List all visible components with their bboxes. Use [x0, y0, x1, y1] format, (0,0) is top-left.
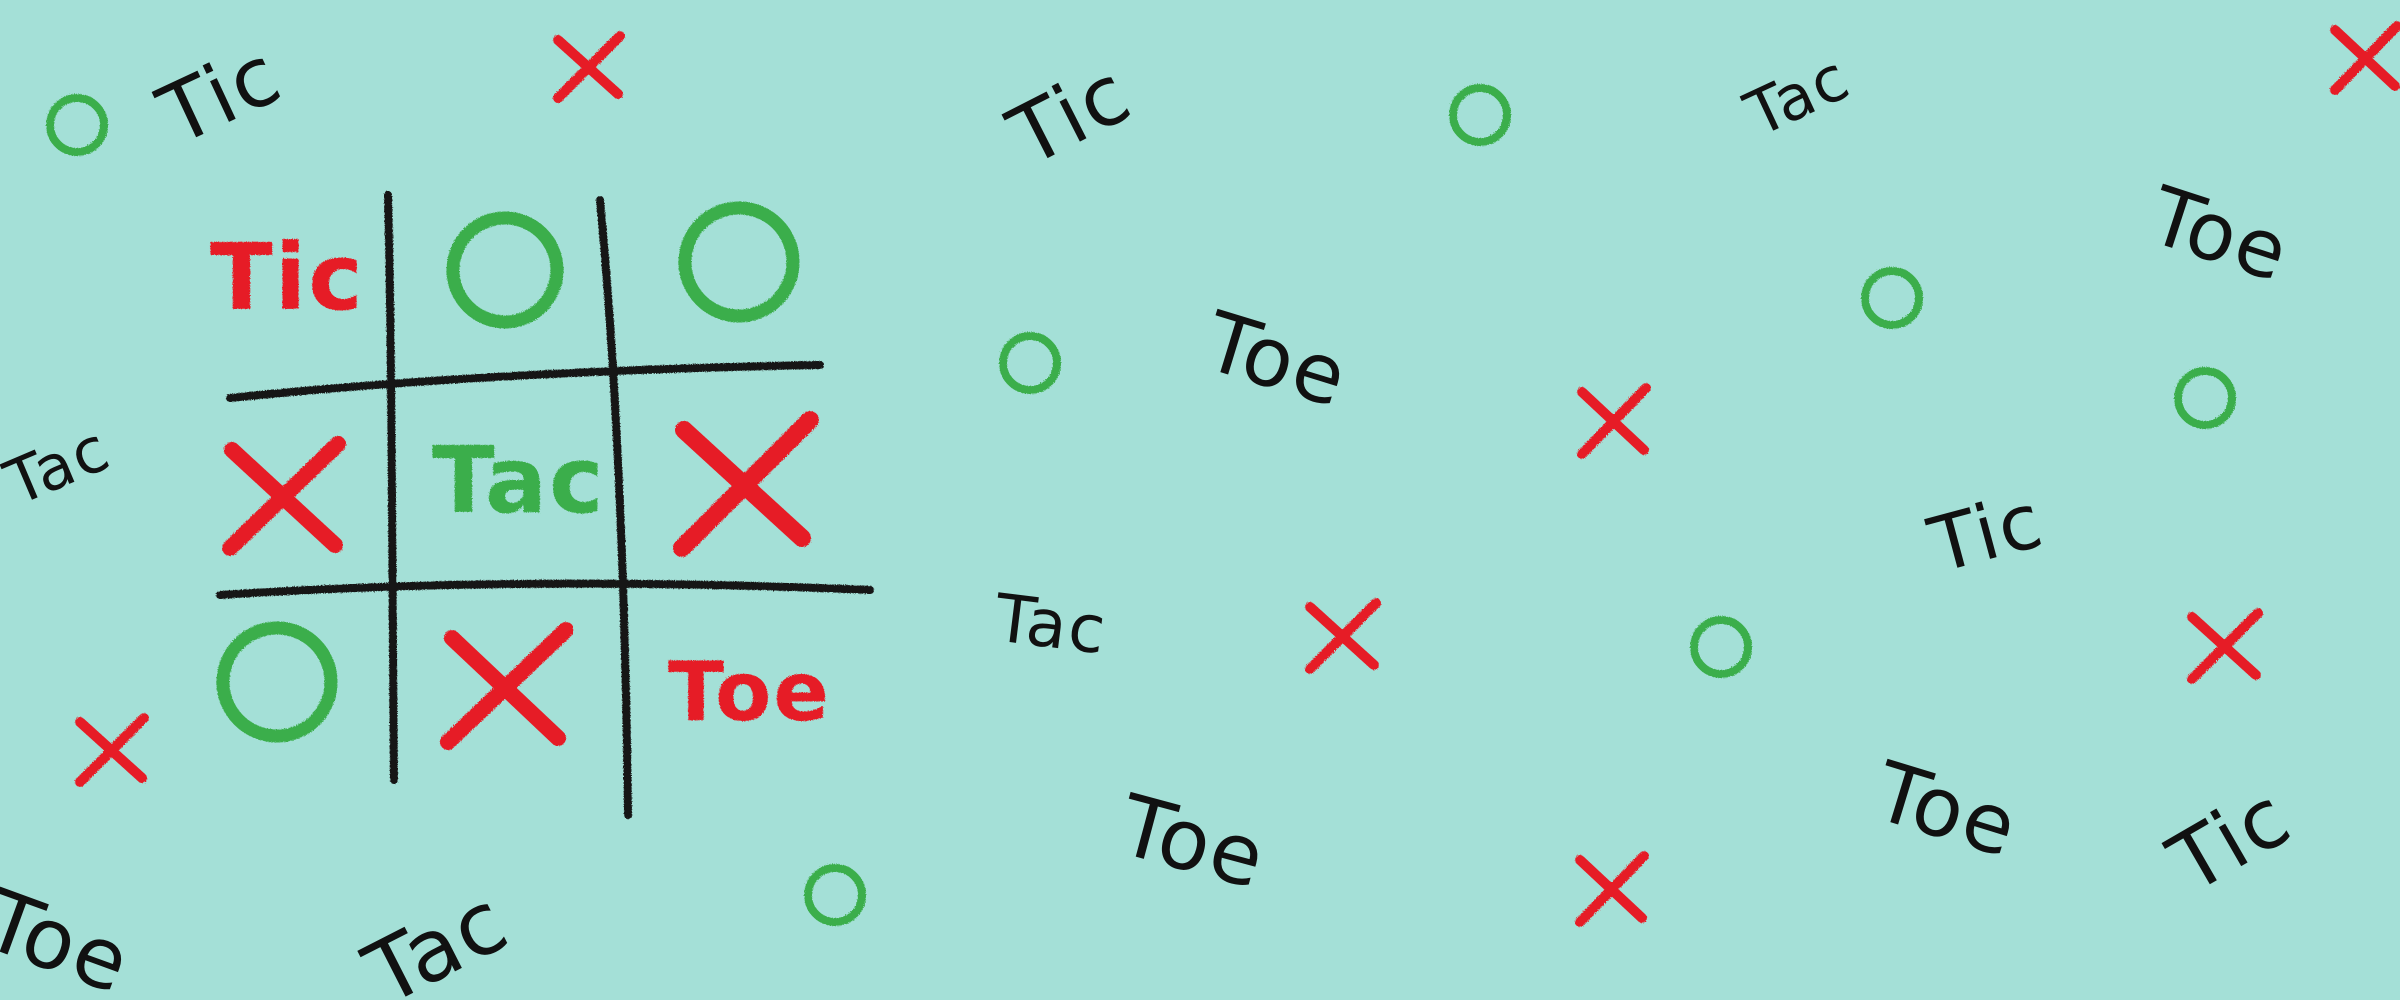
circle-mark-icon [678, 201, 800, 323]
cross-mark-icon [548, 28, 628, 104]
circle-mark-icon [216, 621, 338, 743]
circle-mark-icon [800, 860, 870, 930]
board-cell-2 [440, 205, 570, 335]
cross-mark-icon [1572, 380, 1654, 460]
circle-mark-icon [42, 90, 112, 160]
cross-mark-icon [673, 411, 819, 557]
board-cell-6 [670, 410, 820, 560]
cross-mark-icon [2182, 605, 2266, 685]
cross-mark-icon [440, 622, 574, 750]
board-cell-1: Tic [210, 224, 365, 331]
circle-mark-icon [995, 328, 1065, 398]
cross-mark-icon [2325, 18, 2400, 96]
cross-mark-icon [222, 436, 346, 556]
cross-mark-icon [70, 710, 152, 788]
board-cell-3 [672, 195, 807, 330]
board-cell-9: Toe [668, 645, 831, 740]
circle-mark-icon [1686, 612, 1756, 682]
board-cell-7 [210, 615, 345, 750]
cross-mark-icon [1570, 848, 1652, 928]
board-cell-4 [220, 430, 350, 560]
circle-mark-icon [446, 211, 564, 329]
circle-mark-icon [1857, 263, 1927, 333]
circle-mark-icon [2170, 363, 2240, 433]
board-cell-8 [438, 620, 574, 750]
scatter-word: Tac [990, 579, 1112, 670]
cross-mark-icon [1300, 595, 1384, 675]
circle-mark-icon [1445, 80, 1515, 150]
board-cell-5: Tac [432, 427, 606, 534]
